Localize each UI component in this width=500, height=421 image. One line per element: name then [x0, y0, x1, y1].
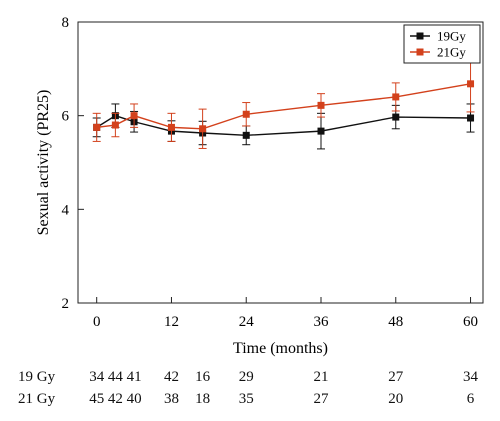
- table-cell: 20: [388, 391, 404, 407]
- table-cell: 42: [163, 369, 179, 385]
- data-point: [467, 80, 475, 88]
- table-cell: 34: [89, 369, 105, 385]
- data-point: [392, 113, 400, 121]
- legend-box: [403, 24, 481, 64]
- data-point: [467, 114, 475, 122]
- table-cell: 27: [388, 369, 404, 385]
- table-cell: 40: [126, 391, 142, 407]
- series-21Gy: [92, 55, 475, 149]
- y-tick-label: 8: [62, 15, 70, 31]
- table-cell: 21: [313, 369, 329, 385]
- series-line: [96, 114, 471, 137]
- data-point: [242, 131, 250, 139]
- row-label: 19 Gy: [18, 369, 56, 385]
- y-tick-label: 6: [62, 109, 70, 125]
- data-point: [317, 127, 325, 135]
- y-axis-label: Sexual activity (PR25): [35, 90, 52, 236]
- data-point: [130, 112, 138, 120]
- data-point: [199, 125, 207, 133]
- legend-label: 19Gy: [437, 29, 466, 44]
- series-19Gy: [92, 103, 475, 150]
- x-tick-label: 0: [93, 314, 101, 330]
- data-point: [317, 101, 325, 109]
- y-tick-label: 2: [62, 296, 70, 312]
- table-cell: 16: [195, 369, 211, 385]
- table-cell: 18: [195, 391, 211, 407]
- x-tick-label: 24: [239, 314, 255, 330]
- table-cell: 34: [463, 369, 479, 385]
- y-tick-label: 4: [62, 202, 70, 218]
- x-tick-label: 12: [164, 314, 179, 330]
- table-cell: 27: [313, 391, 329, 407]
- x-tick-label: 48: [388, 314, 403, 330]
- table-cell: 42: [107, 391, 123, 407]
- x-axis-label: Time (months): [233, 340, 328, 357]
- table-cell: 45: [89, 391, 105, 407]
- table-cell: 35: [238, 391, 254, 407]
- series-layer: [92, 55, 475, 150]
- plot-frame: [77, 21, 484, 304]
- x-tick-label: 36: [314, 314, 330, 330]
- legend-label: 21Gy: [437, 45, 466, 60]
- row-label: 21 Gy: [18, 391, 56, 407]
- table-cell: 6: [466, 391, 475, 407]
- data-point: [242, 110, 250, 118]
- table-cell: 38: [163, 391, 179, 407]
- data-point: [111, 121, 119, 129]
- table-cell: 29: [238, 369, 254, 385]
- data-point: [392, 93, 400, 101]
- legend-marker: [416, 48, 424, 56]
- series-line: [96, 83, 471, 130]
- table-cell: 44: [107, 369, 123, 385]
- table-row: 19 Gy 34 44 41 42 16 29 21 27 34: [0, 369, 500, 391]
- legend-marker: [416, 32, 424, 40]
- table-cell: 41: [126, 369, 142, 385]
- data-point: [93, 123, 101, 131]
- data-point: [167, 123, 175, 131]
- table-row: 21 Gy 45 42 40 38 18 35 27 20 6: [0, 391, 500, 413]
- x-tick-label: 60: [463, 314, 478, 330]
